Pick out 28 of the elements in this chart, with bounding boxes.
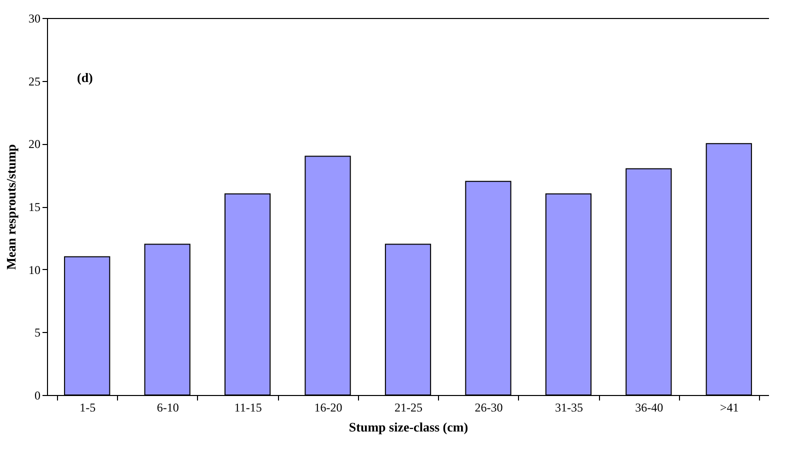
bar xyxy=(64,256,110,396)
x-tick-label: 1-5 xyxy=(80,400,96,414)
bar xyxy=(384,244,432,396)
x-tick-label: 6-10 xyxy=(156,400,179,414)
x-tick-label: 31-35 xyxy=(554,400,583,414)
x-tick-label: 11-15 xyxy=(234,400,262,414)
y-tick-label: 30 xyxy=(28,12,40,26)
bar xyxy=(304,156,351,396)
x-axis-title: Stump size-class (cm) xyxy=(348,420,468,434)
bar xyxy=(224,193,271,396)
y-tick-label: 5 xyxy=(34,326,40,340)
x-tick-label: 21-25 xyxy=(394,400,422,414)
y-tick-label: 10 xyxy=(28,262,40,277)
bar xyxy=(626,168,672,396)
bar xyxy=(545,193,592,396)
y-tick-label: 25 xyxy=(28,74,40,88)
bar xyxy=(465,180,512,396)
y-axis-title: Mean resprouts/stump xyxy=(4,144,18,270)
x-tick-label: >41 xyxy=(720,400,739,414)
x-tick-label: 36-40 xyxy=(635,400,664,414)
bar xyxy=(706,143,752,396)
y-tick-label: 15 xyxy=(28,200,40,214)
x-tick-label: 16-20 xyxy=(314,400,342,414)
bar xyxy=(144,244,190,396)
x-tick-label: 26-30 xyxy=(474,400,503,414)
annotation: (d) xyxy=(77,70,93,85)
y-tick-label: 20 xyxy=(28,137,40,152)
y-tick-label: 0 xyxy=(34,388,40,402)
